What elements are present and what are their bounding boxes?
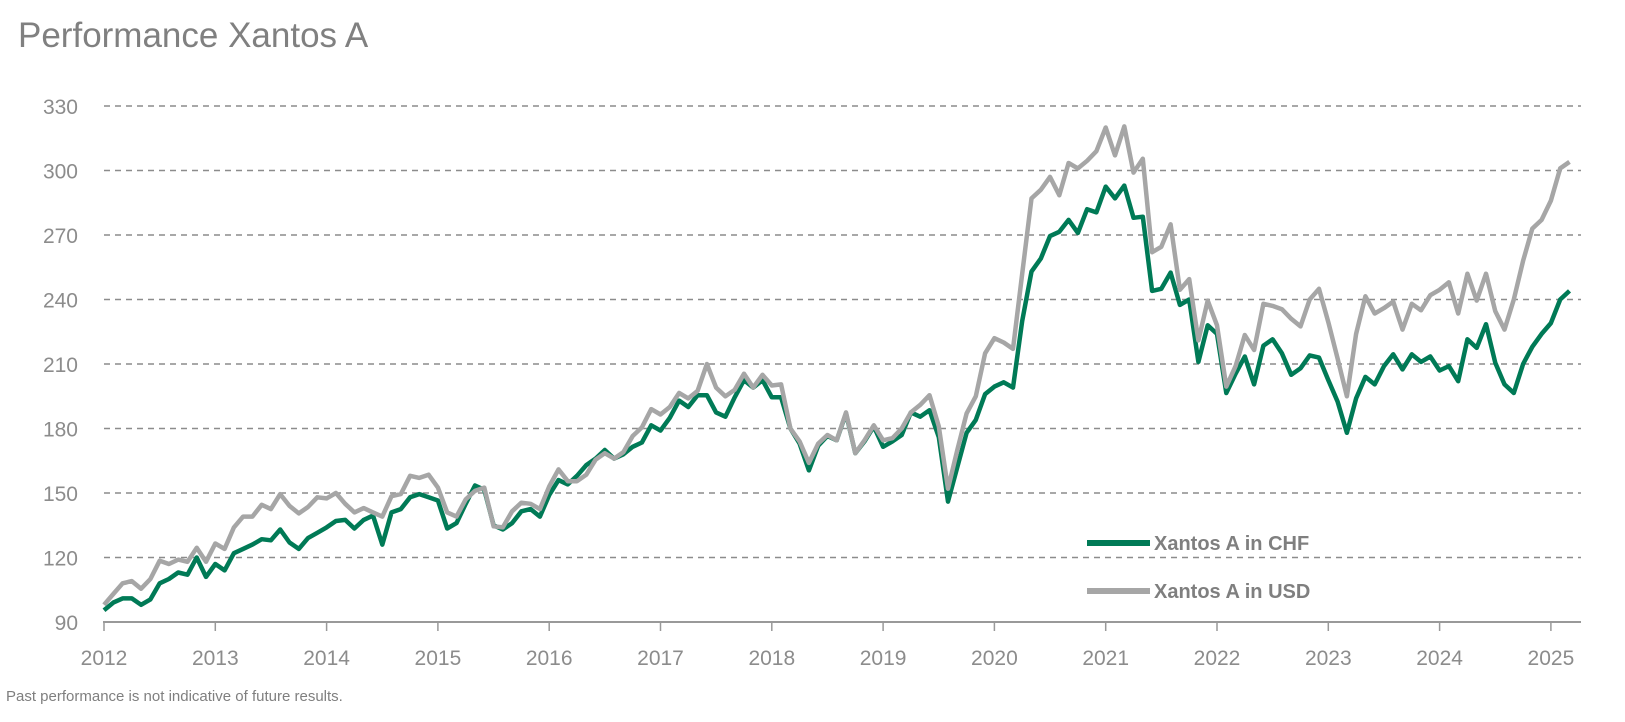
x-tick-label: 2017: [637, 647, 684, 670]
y-tick-label: 150: [43, 483, 78, 506]
x-tick-label: 2024: [1416, 647, 1463, 670]
y-tick-label: 90: [55, 612, 78, 635]
y-tick-label: 330: [43, 96, 78, 119]
x-tick-label: 2020: [971, 647, 1018, 670]
y-tick-label: 240: [43, 290, 78, 313]
x-tick-label: 2023: [1305, 647, 1352, 670]
disclaimer-footnote: Past performance is not indicative of fu…: [6, 688, 343, 705]
x-tick-label: 2022: [1194, 647, 1241, 670]
y-tick-label: 210: [43, 354, 78, 377]
gridlines: [104, 105, 1581, 559]
series-line-chf: [102, 183, 1572, 612]
y-axis-tick-labels: 90 120 150 180 210 240 270 300 330: [43, 96, 78, 635]
x-tick-label: 2025: [1528, 647, 1575, 670]
x-axis: 2012 2013 2014 2015 2016 2017 2018 2019 2020 2021…: [81, 621, 1581, 670]
legend-label-chf: Xantos A in CHF: [1154, 533, 1309, 555]
x-tick-label: 2013: [192, 647, 239, 670]
x-tick-label: 2018: [748, 647, 795, 670]
y-tick-label: 300: [43, 161, 78, 184]
y-tick-label: 180: [43, 419, 78, 442]
series-line-usd: [102, 124, 1571, 607]
x-tick-label: 2015: [415, 647, 462, 670]
x-tick-label: 2019: [860, 647, 907, 670]
series-lines: [102, 124, 1572, 612]
x-tick-label: 2014: [303, 647, 350, 670]
x-tick-label: 2016: [526, 647, 573, 670]
y-tick-label: 120: [43, 548, 78, 571]
legend: Xantos A in CHF Xantos A in USD: [1087, 533, 1310, 603]
x-tick-label: 2021: [1082, 647, 1129, 670]
x-tick-label: 2012: [81, 647, 128, 670]
chart-title: Performance Xantos A: [18, 16, 369, 55]
y-tick-label: 270: [43, 225, 78, 248]
legend-label-usd: Xantos A in USD: [1154, 581, 1310, 603]
